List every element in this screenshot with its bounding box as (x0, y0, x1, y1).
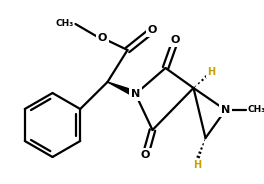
Text: N: N (221, 105, 230, 115)
Text: CH₃: CH₃ (248, 105, 264, 114)
Text: O: O (171, 35, 180, 45)
Text: H: H (194, 160, 201, 170)
Text: N: N (131, 89, 140, 99)
Text: O: O (141, 150, 150, 160)
Text: CH₃: CH₃ (55, 20, 73, 29)
Polygon shape (107, 82, 137, 97)
Text: O: O (98, 33, 107, 43)
Text: O: O (148, 25, 157, 35)
Text: H: H (208, 67, 216, 77)
